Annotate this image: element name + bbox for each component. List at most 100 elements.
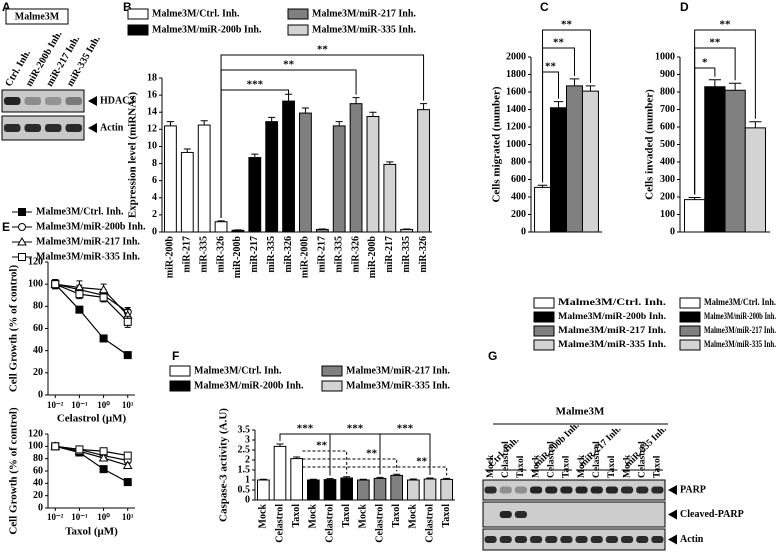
x-tick-label: 10⁻²: [47, 400, 64, 410]
bar: [390, 474, 404, 501]
y-tick-label: 1000: [506, 139, 526, 150]
legend-label: Malme3M/miR-335 Inh.: [704, 340, 776, 350]
significance-bracket: [302, 450, 348, 474]
y-tick-label: 6: [152, 175, 157, 186]
marker: [122, 460, 133, 469]
significance-bracket: [220, 54, 425, 218]
lane-label: Taxol: [607, 455, 617, 478]
series-line: [55, 283, 129, 313]
y-tick-label: 2: [152, 209, 157, 220]
series-line: [55, 283, 129, 316]
blot-band: [514, 486, 527, 494]
y-tick-label: 12: [147, 124, 157, 135]
legend-label: Malme3M/miR-200b Inh.: [704, 312, 776, 322]
error-bar: [688, 197, 701, 200]
y-tick-label: 1000: [655, 51, 675, 62]
blot-band: [514, 511, 527, 518]
marker: [75, 305, 84, 314]
error-bar: [285, 93, 293, 102]
legend-label: Malme3M/miR-200b Inh.: [194, 380, 304, 391]
legend-swatch: [679, 311, 701, 323]
y-axis-label: Cells migrated (number): [491, 86, 503, 202]
bar: [180, 151, 194, 233]
lane-label: Taxol: [562, 455, 572, 478]
marker: [123, 351, 132, 360]
blot-band: [45, 124, 62, 132]
arrow-head: [668, 485, 677, 495]
error-bar: [426, 477, 434, 479]
band-label: HDAC3: [100, 95, 134, 106]
error-bar: [200, 120, 208, 126]
error-bar: [309, 478, 317, 480]
y-tick-label: 0: [38, 502, 43, 513]
blot-band: [499, 486, 512, 494]
marker: [99, 293, 108, 302]
error-bar: [749, 121, 762, 128]
title-box: [5, 8, 69, 25]
lane-label: Mock: [622, 454, 632, 478]
bar: [323, 479, 337, 501]
bar: [299, 112, 312, 233]
panel-label: B: [123, 0, 132, 14]
y-axis-label: Caspase-3 activity (A.U): [218, 408, 230, 522]
blot-band: [530, 536, 543, 543]
bar: [357, 479, 370, 501]
bar: [724, 89, 746, 233]
significance-bracket: [694, 29, 756, 195]
marker: [75, 445, 84, 454]
y-tick-label: 4: [152, 192, 157, 203]
x-tick-label: miR-200b: [367, 236, 378, 279]
x-tick-label: miR-217: [182, 236, 193, 273]
bar: [231, 229, 245, 233]
bar: [744, 127, 766, 233]
y-axis-label: Cell Growth (% of control): [8, 265, 20, 393]
marker: [123, 317, 132, 326]
significance-label: **: [317, 44, 329, 56]
x-tick-label: miR-200b: [300, 236, 311, 279]
y-tick-label: 600: [660, 121, 675, 132]
band-label: Actin: [100, 122, 124, 133]
legend-swatch: [533, 297, 555, 309]
y-tick-label: 60: [33, 465, 43, 476]
bar: [290, 458, 304, 501]
error-bar: [276, 443, 284, 447]
arrow-head: [88, 96, 97, 106]
error-bar: [259, 478, 267, 480]
error-bar: [537, 184, 548, 188]
significance-label: ***: [247, 79, 264, 91]
significance-label: **: [316, 440, 328, 452]
error-bar: [251, 153, 259, 158]
y-tick-label: 1800: [506, 69, 526, 80]
y-tick-label: 400: [511, 191, 526, 202]
bar: [340, 477, 354, 501]
bar: [684, 199, 706, 233]
x-tick-label: Celastrol: [424, 504, 435, 543]
legend-label: Malme3M/miR-335 Inh.: [312, 24, 416, 35]
legend-label: Malme3M/Ctrl. Inh.: [36, 206, 124, 217]
legend-swatch: [533, 311, 555, 323]
legend-label: Malme3M/Ctrl. Inh.: [194, 365, 282, 376]
significance-label: **: [720, 19, 732, 31]
legend-swatch: [679, 325, 701, 337]
error-bar: [166, 121, 174, 126]
y-tick-label: 60: [33, 323, 43, 334]
y-tick-label: 1.5: [238, 464, 251, 475]
significance-bracket: [542, 29, 591, 183]
y-tick-label: 900: [660, 69, 675, 80]
x-tick-label: Taxol: [341, 504, 352, 528]
legend-marker: [18, 208, 26, 216]
panel-label: A: [2, 0, 11, 14]
error-bar: [326, 478, 334, 480]
y-axis-label: Cells invaded (number): [644, 89, 656, 200]
bar: [315, 228, 329, 233]
error-bar: [393, 473, 401, 476]
blot-band: [65, 97, 82, 105]
blot-band: [484, 486, 497, 494]
blot-band: [24, 97, 41, 105]
blot-band: [636, 536, 649, 543]
error-bar: [369, 111, 377, 117]
error-bar: [420, 103, 428, 110]
x-tick-label: 10¹: [122, 400, 134, 410]
y-tick-label: 8: [152, 158, 157, 169]
x-tick-label: 10⁻²: [47, 512, 64, 522]
